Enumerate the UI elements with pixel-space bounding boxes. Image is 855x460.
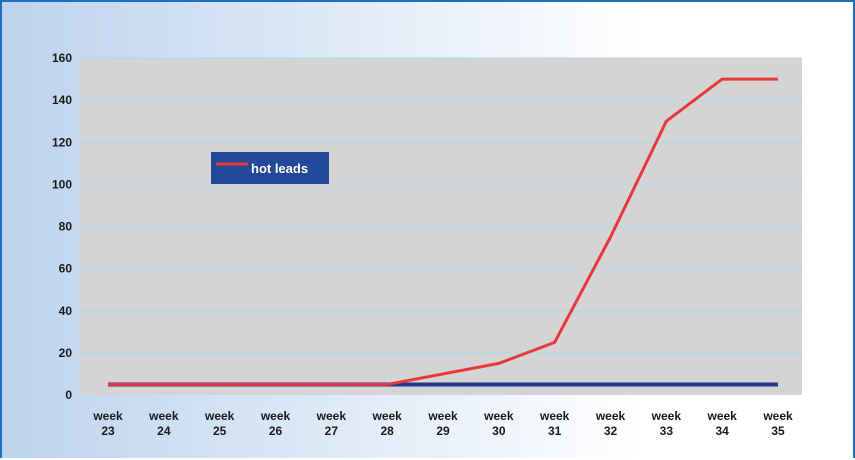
y-tick-label: 80 — [59, 220, 73, 234]
legend-box — [211, 152, 329, 184]
x-tick-label: week 24 — [148, 409, 179, 438]
series-line-hot-leads — [108, 77, 778, 386]
y-tick-label: 100 — [52, 177, 72, 191]
x-tick-label: week 35 — [762, 409, 793, 438]
y-tick-label: 160 — [52, 51, 72, 65]
x-tick-label: week 32 — [595, 409, 626, 438]
x-tick-label: week 31 — [539, 409, 570, 438]
x-tick-label: week 25 — [204, 409, 235, 438]
x-tick-label: week 33 — [651, 409, 682, 438]
legend: hot leads — [211, 152, 329, 184]
y-tick-label: 40 — [59, 304, 73, 318]
y-tick-label: 60 — [59, 262, 73, 276]
x-axis-ticks: week 23 week 24 week 25 week 26 week 27 week 28 week… — [92, 409, 793, 438]
x-tick-label: week 26 — [260, 409, 291, 438]
y-tick-label: 120 — [52, 135, 72, 149]
x-tick-label: week 30 — [483, 409, 514, 438]
y-tick-label: 20 — [59, 346, 73, 360]
x-tick-label: week 28 — [371, 409, 402, 438]
series-lines — [108, 77, 778, 387]
legend-label: hot leads — [251, 161, 308, 176]
y-axis-ticks: 0 20 40 60 80 100 120 140 160 — [52, 51, 72, 402]
y-tick-label: 140 — [52, 93, 72, 107]
y-tick-label: 0 — [65, 388, 72, 402]
x-tick-label: week 23 — [92, 409, 123, 438]
x-tick-label: week 27 — [316, 409, 347, 438]
x-tick-label: week 29 — [427, 409, 458, 438]
gridlines — [79, 57, 802, 354]
x-tick-label: week 34 — [706, 409, 737, 438]
